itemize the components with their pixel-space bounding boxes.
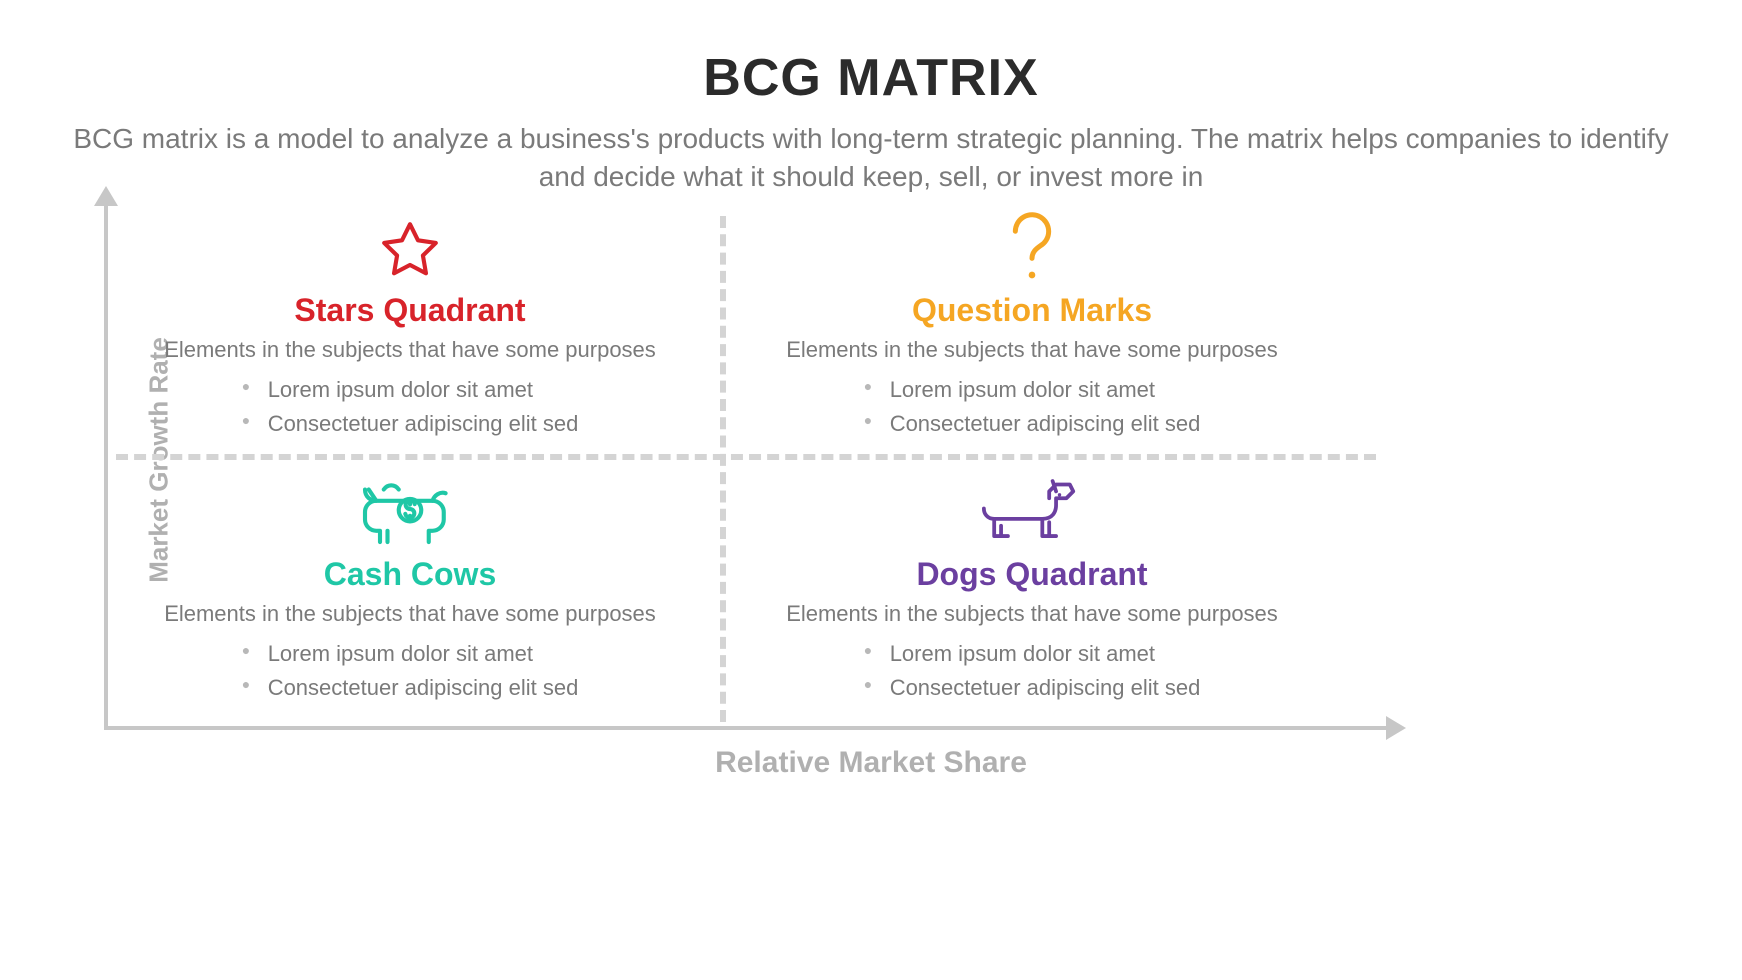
quadrant-bullet-list: Lorem ipsum dolor sit amet Consectetuer … <box>864 637 1201 705</box>
list-item: Consectetuer adipiscing elit sed <box>864 671 1201 705</box>
quadrant-stars: Stars Quadrant Elements in the subjects … <box>130 212 690 441</box>
quadrant-dogs: Dogs Quadrant Elements in the subjects t… <box>752 472 1312 705</box>
dog-icon <box>752 472 1312 552</box>
y-axis-arrow-icon <box>94 186 118 206</box>
list-item: Lorem ipsum dolor sit amet <box>864 373 1201 407</box>
quadrant-description: Elements in the subjects that have some … <box>130 337 690 363</box>
list-item: Consectetuer adipiscing elit sed <box>242 407 579 441</box>
quadrant-description: Elements in the subjects that have some … <box>752 601 1312 627</box>
quadrant-bullet-list: Lorem ipsum dolor sit amet Consectetuer … <box>242 373 579 441</box>
quadrant-question-marks: Question Marks Elements in the subjects … <box>752 212 1312 441</box>
quadrant-title: Question Marks <box>752 292 1312 329</box>
page-subtitle: BCG matrix is a model to analyze a busin… <box>60 120 1682 196</box>
quadrant-cash-cows: Cash Cows Elements in the subjects that … <box>130 472 690 705</box>
quadrant-title: Stars Quadrant <box>130 292 690 329</box>
horizontal-divider <box>116 454 1376 460</box>
y-axis-line <box>104 200 108 730</box>
list-item: Consectetuer adipiscing elit sed <box>864 407 1201 441</box>
vertical-divider <box>720 216 726 722</box>
quadrant-title: Cash Cows <box>130 556 690 593</box>
star-icon <box>130 212 690 288</box>
quadrant-description: Elements in the subjects that have some … <box>130 601 690 627</box>
cow-icon <box>130 472 690 552</box>
list-item: Lorem ipsum dolor sit amet <box>242 373 579 407</box>
x-axis-arrow-icon <box>1386 716 1406 740</box>
question-icon <box>752 212 1312 288</box>
x-axis-line <box>104 726 1390 730</box>
list-item: Lorem ipsum dolor sit amet <box>864 637 1201 671</box>
x-axis-label: Relative Market Share <box>0 746 1742 780</box>
quadrant-bullet-list: Lorem ipsum dolor sit amet Consectetuer … <box>242 637 579 705</box>
page-title: BCG MATRIX <box>0 48 1742 108</box>
list-item: Consectetuer adipiscing elit sed <box>242 671 579 705</box>
quadrant-bullet-list: Lorem ipsum dolor sit amet Consectetuer … <box>864 373 1201 441</box>
bcg-matrix-diagram: BCG MATRIX BCG matrix is a model to anal… <box>0 0 1742 980</box>
quadrant-description: Elements in the subjects that have some … <box>752 337 1312 363</box>
quadrant-title: Dogs Quadrant <box>752 556 1312 593</box>
list-item: Lorem ipsum dolor sit amet <box>242 637 579 671</box>
